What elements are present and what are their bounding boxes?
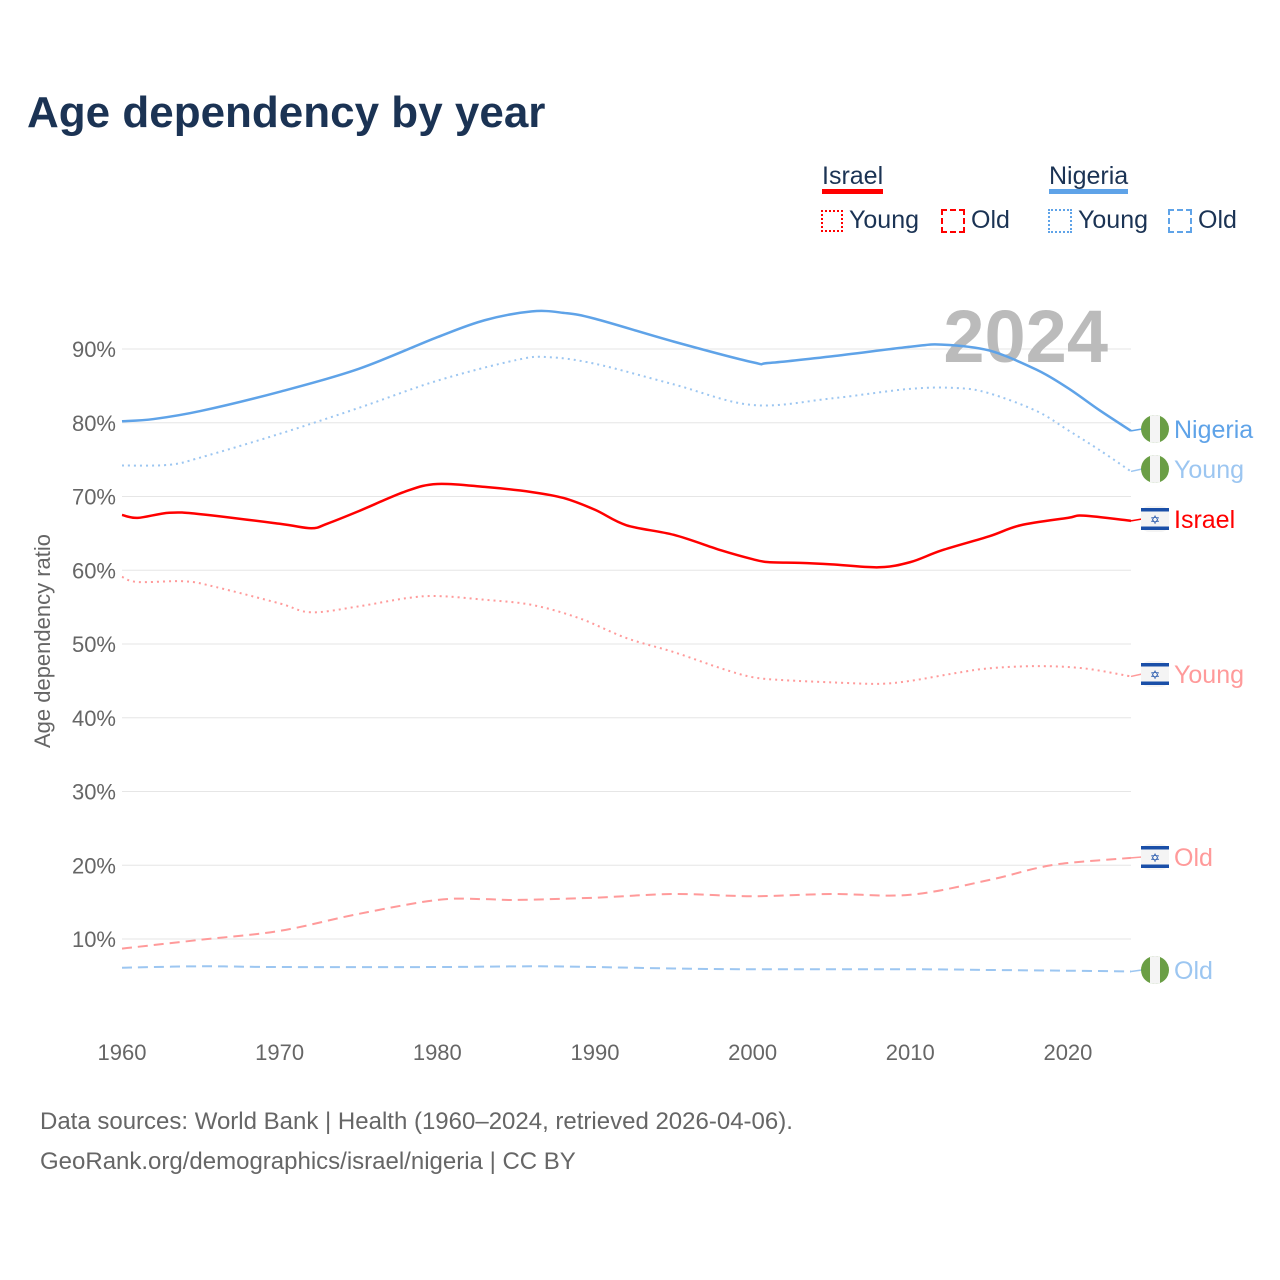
label-connector [1130,856,1143,859]
end-label-nigeria: Nigeria [1174,416,1253,444]
end-label-israel-old: Old [1174,844,1213,872]
y-tick-label: 40% [72,706,116,731]
end-label-nigeria-old: Old [1174,957,1213,985]
legend-label: Young [849,206,919,234]
legend-nigeria-old[interactable]: Old [1168,206,1237,235]
nigeria-flag-icon [1141,455,1169,483]
series-line-israel-old [121,856,1132,950]
svg-text:✡: ✡ [1150,513,1160,527]
label-connector [1130,468,1143,473]
x-tick-label: 1960 [98,1040,147,1065]
label-connector [1130,518,1143,522]
end-label-israel: Israel [1174,506,1235,534]
dashed-swatch-icon [1168,208,1192,233]
footer-source: Data sources: World Bank | Health (1960–… [40,1108,793,1135]
x-tick-label: 1980 [413,1040,462,1065]
x-tick-label: 2000 [728,1040,777,1065]
dashed-swatch-icon [941,208,965,233]
chart-title: Age dependency by year [27,88,546,137]
y-tick-label: 20% [72,853,116,878]
series-line-nigeria [121,309,1132,432]
dotted-swatch-icon [821,209,843,232]
series-line-nigeria-old [121,965,1132,973]
legend-israel-young[interactable]: Young [821,206,919,235]
series-line-israel [121,482,1132,569]
nigeria-flag-icon [1141,415,1169,443]
legend-label: Old [971,206,1010,234]
end-label-nigeria-young: Young [1174,456,1244,484]
x-tick-label: 2010 [886,1040,935,1065]
y-tick-label: 10% [72,927,116,952]
y-tick-label: 80% [72,411,116,436]
label-connector [1130,673,1143,678]
israel-flag-icon: ✡ [1141,844,1169,870]
legend-label: Old [1198,206,1237,234]
y-tick-label: 90% [72,337,116,362]
nigeria-flag-icon [1141,956,1169,984]
legend-nigeria[interactable]: Nigeria [1049,163,1129,194]
svg-text:✡: ✡ [1150,851,1160,865]
legend-israel-old[interactable]: Old [941,206,1010,235]
legend-label: Young [1078,206,1148,234]
label-connector [1130,428,1143,432]
end-label-israel-young: Young [1174,661,1244,689]
y-axis-label: Age dependency ratio [30,534,55,748]
x-tick-label: 1970 [255,1040,304,1065]
y-tick-label: 50% [72,632,116,657]
israel-flag-icon: ✡ [1141,661,1169,687]
dotted-swatch-icon [1048,208,1072,233]
series-line-nigeria-young [121,355,1132,473]
svg-text:✡: ✡ [1150,668,1160,682]
legend-nigeria-young[interactable]: Young [1048,206,1148,235]
x-tick-label: 1990 [570,1040,619,1065]
y-tick-label: 70% [72,485,116,510]
x-tick-label: 2020 [1043,1040,1092,1065]
series-line-israel-young [121,575,1132,685]
y-tick-label: 30% [72,780,116,805]
label-connector [1130,969,1143,973]
y-tick-label: 60% [72,558,116,583]
legend-israel[interactable]: Israel [822,163,884,194]
israel-flag-icon: ✡ [1141,506,1169,532]
footer-link[interactable]: GeoRank.org/demographics/israel/nigeria … [40,1148,576,1175]
